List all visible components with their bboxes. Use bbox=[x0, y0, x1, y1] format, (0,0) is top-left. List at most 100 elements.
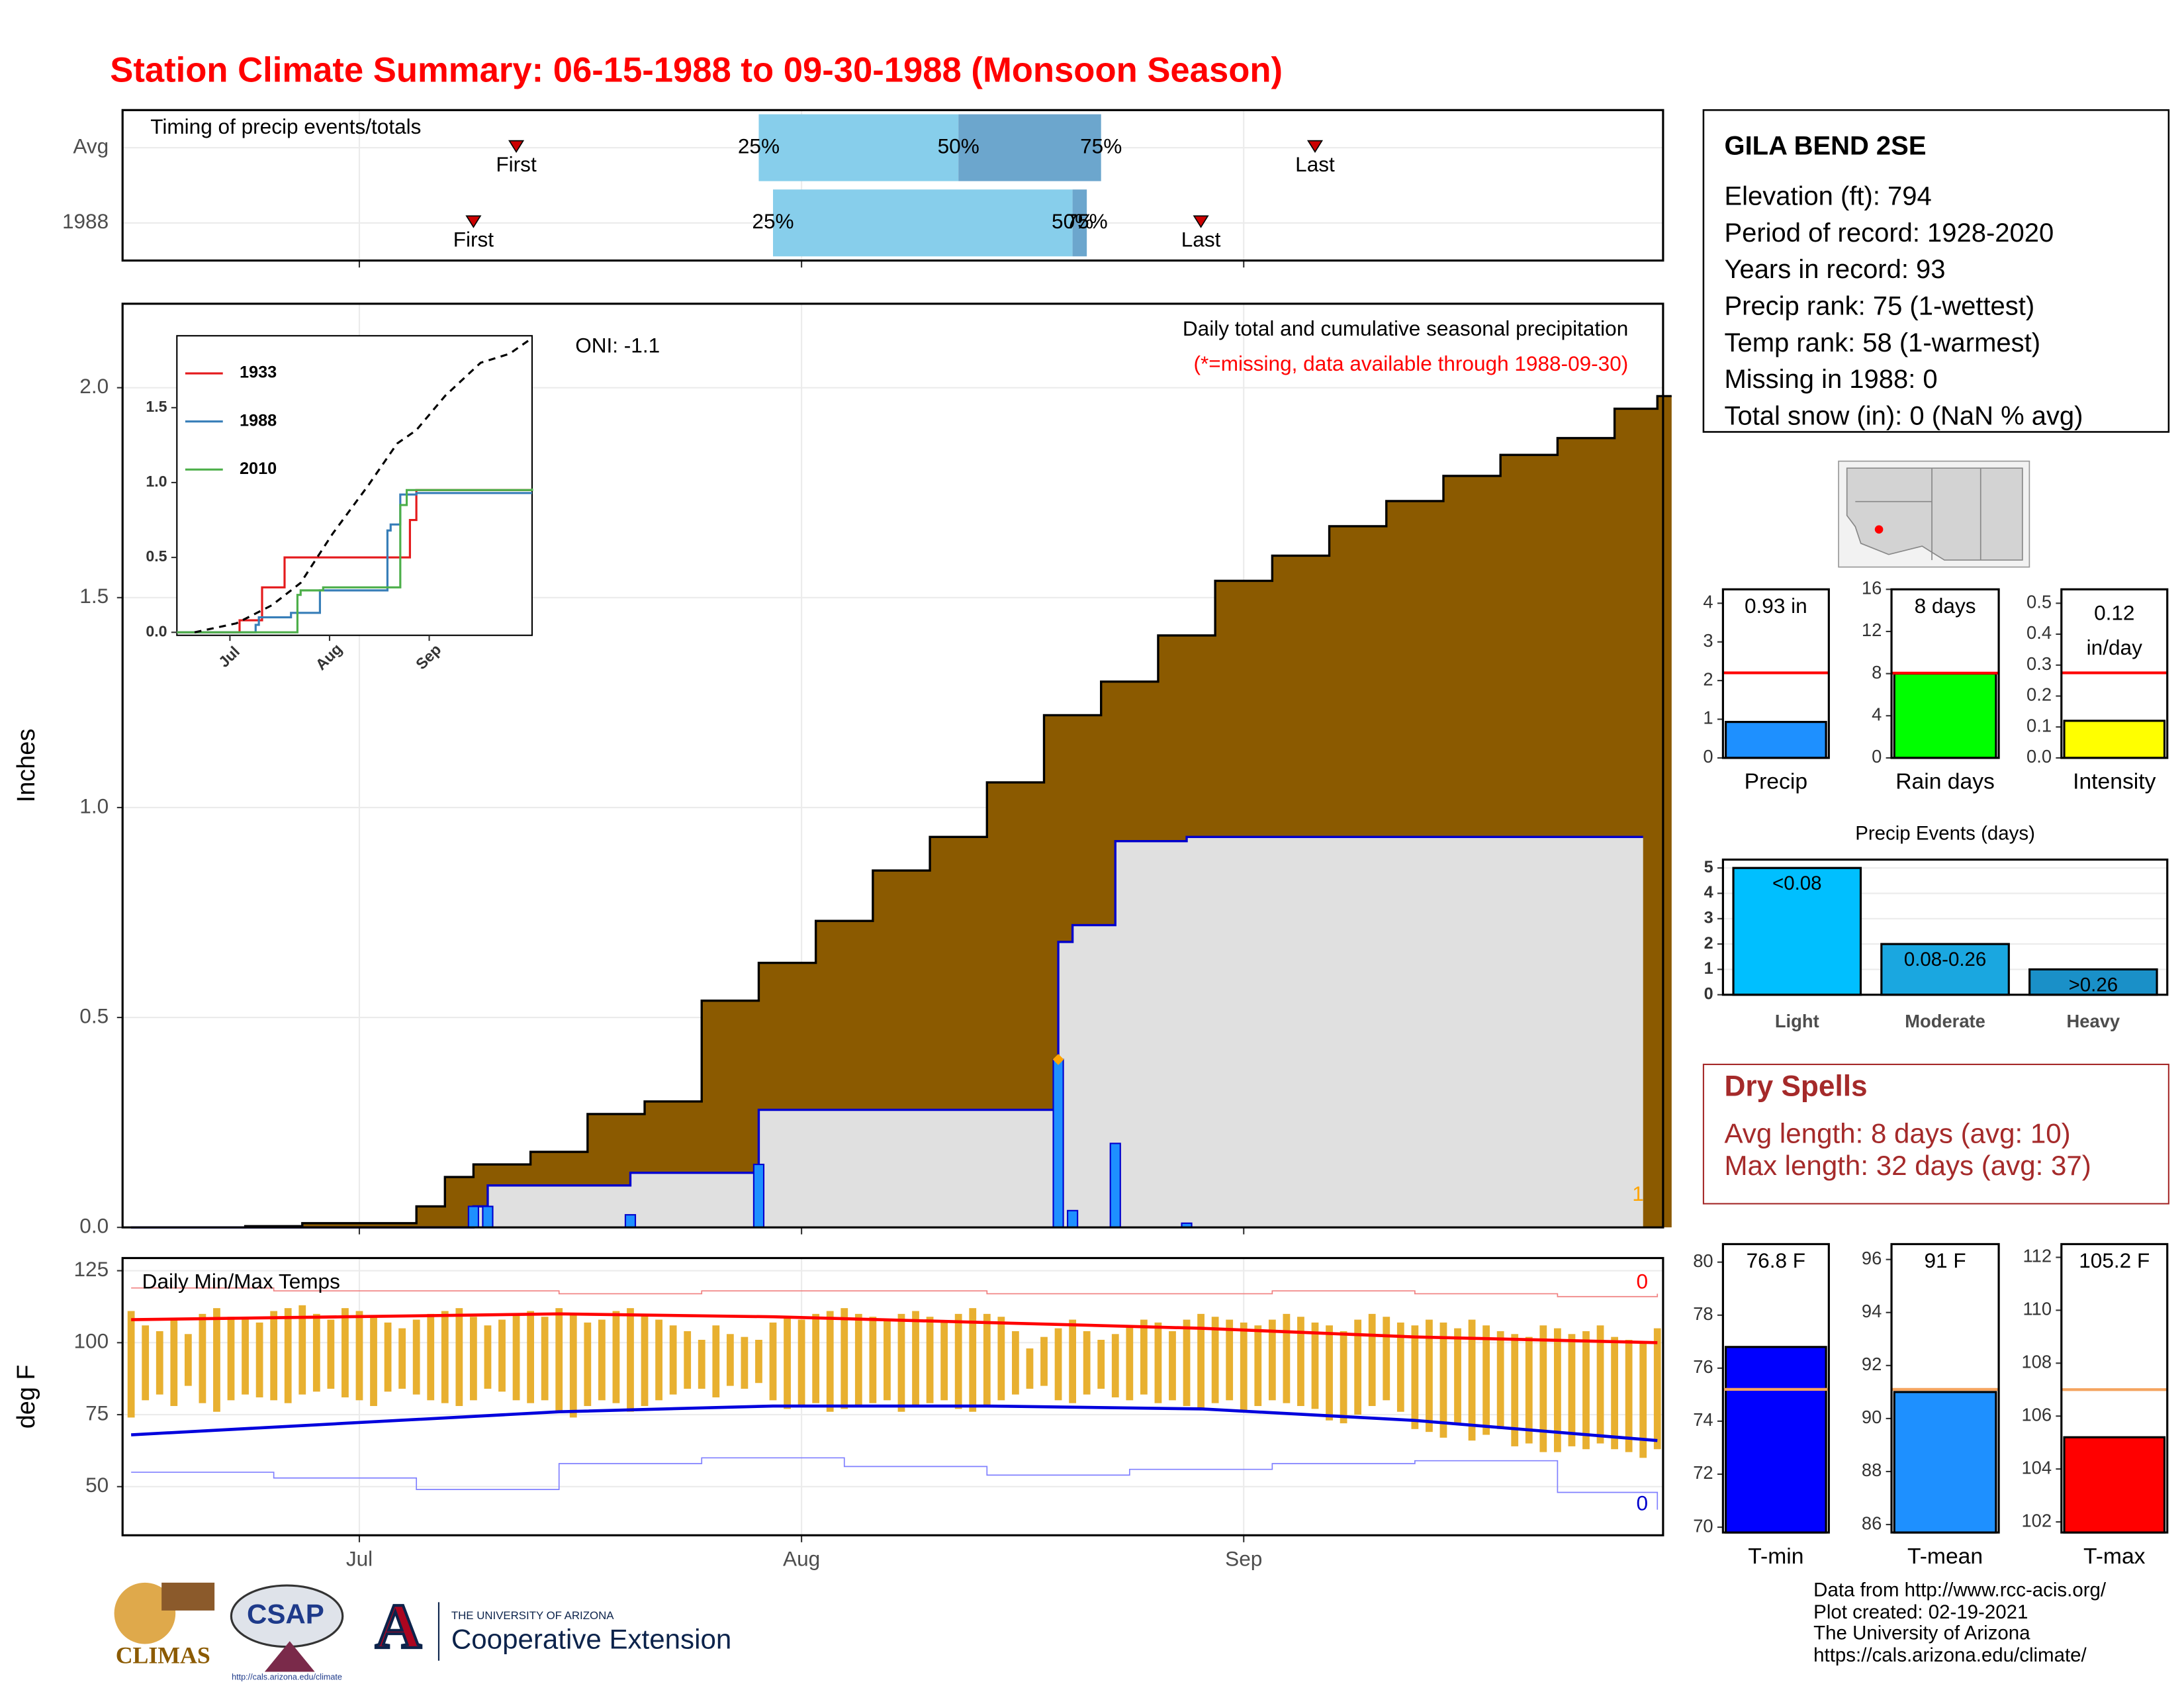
info-line: Missing in 1988: 0 bbox=[1724, 365, 1937, 394]
daily-temp-bar bbox=[1411, 1325, 1419, 1429]
daily-bar bbox=[624, 1214, 637, 1229]
bar bbox=[1725, 721, 1827, 759]
bar bbox=[1893, 673, 1997, 759]
daily-temp-bar bbox=[1054, 1328, 1062, 1401]
daily-temp-bar bbox=[826, 1311, 834, 1412]
daily-temp-bar bbox=[1468, 1319, 1476, 1441]
climas-logo: CLIMAS bbox=[116, 1642, 210, 1669]
legend-label: 1988 bbox=[240, 411, 277, 430]
legend-label: 2010 bbox=[240, 459, 277, 478]
daily-temp-bar bbox=[1496, 1331, 1504, 1429]
daily-temp-bar bbox=[784, 1317, 791, 1409]
daily-temp-bar bbox=[199, 1313, 206, 1403]
y-tick-label: 102 bbox=[2021, 1510, 2052, 1530]
dry-spells-line: Max length: 32 days (avg: 37) bbox=[1724, 1150, 2091, 1181]
daily-temp-bar bbox=[1254, 1325, 1262, 1407]
daily-temp-bar bbox=[926, 1317, 934, 1403]
category-label: Precip bbox=[1745, 770, 1807, 794]
daily-temp-bar bbox=[1326, 1325, 1333, 1421]
y-tick-label: 2 bbox=[1704, 934, 1713, 953]
record-min-line bbox=[131, 1457, 1659, 1510]
daily-temp-bar bbox=[1297, 1317, 1304, 1407]
daily-bar bbox=[482, 1205, 494, 1229]
quartile-bar bbox=[758, 114, 959, 181]
event-marker bbox=[465, 215, 482, 228]
timing-title: Timing of precip events/totals bbox=[150, 115, 421, 138]
daily-temp-bar bbox=[270, 1311, 278, 1401]
y-tick-label: 1 bbox=[1703, 708, 1713, 728]
daily-temp-bar bbox=[584, 1322, 592, 1407]
y-tick-label: 0 bbox=[1872, 746, 1882, 767]
daily-temp-bar bbox=[940, 1322, 948, 1401]
y-axis-title: deg F bbox=[13, 1364, 40, 1429]
y-tick-label: 1.0 bbox=[79, 794, 109, 818]
x-tick-label: Jul bbox=[346, 1547, 373, 1571]
daily-temp-bar bbox=[512, 1313, 520, 1401]
plot-frame bbox=[2060, 588, 2169, 759]
value-label: 105.2 F bbox=[2079, 1248, 2150, 1272]
daily-bar bbox=[1109, 1143, 1121, 1229]
daily-temp-bar bbox=[384, 1322, 392, 1392]
event-label: First bbox=[453, 227, 494, 251]
plot-frame bbox=[1721, 858, 2169, 996]
y-tick-label: 4 bbox=[1704, 883, 1713, 902]
y-tick-label: 112 bbox=[2023, 1246, 2052, 1266]
daily-temp-bar bbox=[797, 1319, 805, 1407]
category-label: T-max bbox=[2083, 1544, 2146, 1569]
daily-temp-bar bbox=[1511, 1334, 1519, 1446]
daily-temp-bar bbox=[398, 1328, 406, 1389]
daily-temp-bar bbox=[1268, 1319, 1276, 1401]
daily-temp-bar bbox=[555, 1308, 563, 1412]
daily-temp-bar bbox=[698, 1339, 705, 1389]
daily-temp-bar bbox=[1582, 1331, 1590, 1450]
y-tick-label: 0.1 bbox=[2026, 715, 2052, 735]
daily-bar bbox=[467, 1205, 479, 1229]
bar bbox=[1893, 1391, 1997, 1534]
y-tick-label: 0 bbox=[1704, 984, 1713, 1003]
plot-frame bbox=[121, 303, 1664, 1229]
daily-temp-bar bbox=[1396, 1322, 1404, 1412]
cumulative-area bbox=[131, 837, 1643, 1228]
bar bbox=[2063, 1436, 2166, 1534]
daily-temp-bar bbox=[312, 1313, 320, 1392]
daily-temp-bar bbox=[298, 1305, 306, 1395]
y-tick-label: 86 bbox=[1862, 1513, 1882, 1533]
plot-frame bbox=[1721, 1243, 1830, 1534]
y-tick-label: 4 bbox=[1703, 592, 1713, 612]
value-label: 0.12 bbox=[2094, 601, 2134, 625]
daily-temp-bar bbox=[255, 1322, 263, 1397]
category-label: T-min bbox=[1748, 1544, 1803, 1569]
daily-temp-bar bbox=[1596, 1325, 1604, 1444]
y-tick-label: 2.0 bbox=[79, 374, 109, 398]
record-max-line bbox=[131, 1287, 1659, 1297]
legend-label: 1933 bbox=[240, 363, 277, 382]
unit-label: in/day bbox=[2087, 635, 2142, 659]
plot-frame bbox=[121, 1256, 1664, 1536]
y-tick-label: 72 bbox=[1693, 1462, 1713, 1483]
daily-temp-bar bbox=[854, 1313, 862, 1407]
daily-temp-bar bbox=[812, 1313, 820, 1403]
daily-bar bbox=[1052, 1058, 1064, 1229]
y-tick-label: 2 bbox=[1703, 669, 1713, 689]
quartile-bar bbox=[773, 189, 1073, 257]
info-line: Period of record: 1928-2020 bbox=[1724, 218, 2054, 248]
row-label: Avg bbox=[73, 134, 109, 158]
daily-temp-bar bbox=[1012, 1331, 1019, 1395]
daily-temp-bar bbox=[726, 1334, 734, 1386]
annotation: ONI: -1.1 bbox=[575, 333, 660, 357]
category-label: T-mean bbox=[1907, 1544, 1983, 1569]
daily-temp-bar bbox=[1554, 1328, 1561, 1452]
daily-temp-bar bbox=[569, 1313, 577, 1418]
corner-label: 1 bbox=[1632, 1182, 1644, 1205]
daily-temp-bar bbox=[669, 1325, 677, 1395]
category-label: Moderate bbox=[1905, 1011, 1985, 1031]
ua-name: THE UNIVERSITY OF ARIZONA bbox=[451, 1609, 614, 1622]
daily-temp-bar bbox=[412, 1319, 420, 1395]
y-tick-label: 125 bbox=[74, 1257, 109, 1281]
daily-temp-bar bbox=[1226, 1319, 1234, 1401]
bar bbox=[1880, 943, 2010, 996]
daily-bar bbox=[1067, 1209, 1079, 1229]
location-map bbox=[1838, 460, 2030, 568]
daily-temp-bar bbox=[755, 1339, 762, 1383]
y-tick-label: 12 bbox=[1862, 620, 1882, 640]
